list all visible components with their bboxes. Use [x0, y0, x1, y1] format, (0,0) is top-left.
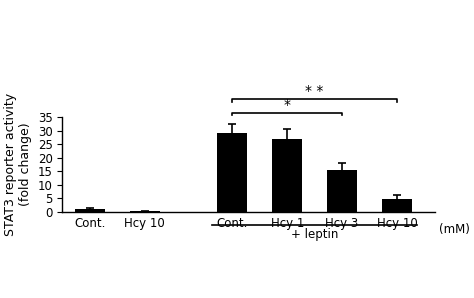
Text: * *: * *	[305, 84, 324, 98]
Bar	[217, 133, 247, 212]
Bar	[382, 199, 412, 212]
Text: (mM): (mM)	[439, 223, 470, 236]
Bar	[272, 139, 302, 212]
Text: *: *	[284, 98, 291, 112]
Y-axis label: STAT3 reporter activity
(fold change): STAT3 reporter activity (fold change)	[4, 93, 32, 236]
Bar	[75, 209, 105, 212]
Bar	[327, 170, 357, 212]
Text: + leptin: + leptin	[291, 228, 338, 241]
